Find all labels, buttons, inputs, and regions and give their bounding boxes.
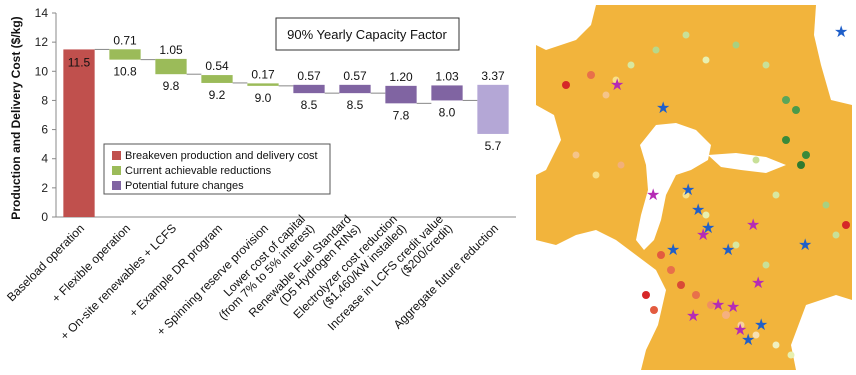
legend-label-future: Potential future changes	[125, 180, 244, 192]
chart-axes: 0 2 4 6 8 10 12 14	[35, 6, 516, 224]
svg-text:★: ★	[711, 295, 725, 314]
y-tick-label: 8	[41, 93, 48, 107]
y-tick-label: 0	[41, 210, 48, 224]
data-label-total-6: 8.5	[347, 98, 364, 112]
data-label-total-3: 9.2	[209, 88, 226, 102]
svg-text:★: ★	[751, 273, 765, 292]
data-label-change-4: 0.17	[251, 67, 275, 81]
svg-text:★: ★	[754, 315, 768, 334]
bar-7	[385, 85, 417, 104]
map-station-dots	[562, 31, 850, 359]
bar-4	[247, 83, 279, 86]
data-label-change-7: 1.20	[389, 70, 413, 84]
bar-8	[431, 85, 463, 101]
station-map: ★ ★ ★ ★ ★ ★ ★ ★ ★ ★ ★ ★ ★ ★ ★ ★ ★ ★ ★	[536, 5, 852, 370]
y-tick-label: 6	[41, 123, 48, 137]
svg-text:★: ★	[746, 215, 760, 234]
y-tick-label: 12	[35, 35, 49, 49]
svg-text:★: ★	[681, 180, 695, 199]
legend-swatch-future	[112, 181, 121, 190]
bar-0	[63, 49, 95, 217]
svg-text:★: ★	[834, 22, 848, 41]
chart-bars	[63, 48, 509, 217]
svg-text:★: ★	[656, 98, 670, 117]
data-label-total-1: 10.8	[113, 65, 137, 79]
y-tick-label: 2	[41, 181, 48, 195]
data-label-change-2: 1.05	[159, 43, 183, 57]
svg-text:★: ★	[686, 306, 700, 325]
svg-text:★: ★	[726, 297, 740, 316]
bar-6	[339, 84, 371, 94]
x-tick-label-0: Baseload operation	[4, 221, 87, 304]
bar-5	[293, 84, 325, 94]
data-label-total-4: 9.0	[255, 91, 272, 105]
bar-1	[109, 49, 141, 60]
x-tick-text: Baseload operation	[4, 221, 87, 304]
map-water	[536, 5, 852, 370]
data-label-total-9: 5.7	[485, 139, 502, 153]
svg-text:★: ★	[696, 225, 710, 244]
svg-text:★: ★	[701, 218, 715, 237]
map-highlight-stars: ★ ★ ★ ★ ★ ★ ★ ★ ★	[610, 75, 765, 339]
annotation-box: 90% Yearly Capacity Factor	[275, 17, 460, 51]
data-label-change-1: 0.71	[113, 33, 137, 47]
data-label-change-5: 0.57	[297, 69, 321, 83]
data-label-change-9: 3.37	[481, 69, 505, 83]
legend: Breakeven production and delivery cost C…	[103, 143, 331, 195]
x-tick-text: + Flexible operation	[49, 221, 133, 305]
x-tick-label-1: + Flexible operation	[49, 221, 133, 305]
data-label-change-8: 1.03	[435, 69, 459, 83]
data-label-change-6: 0.57	[343, 69, 367, 83]
svg-text:★: ★	[666, 240, 680, 259]
legend-label-current: Current achievable reductions	[125, 165, 272, 177]
svg-text:★: ★	[798, 235, 812, 254]
y-tick-label: 14	[35, 6, 49, 20]
y-tick-label: 4	[41, 152, 48, 166]
annotation-text: 90% Yearly Capacity Factor	[287, 27, 447, 42]
y-tick-label: 10	[35, 64, 49, 78]
y-axis-label: Production and Delivery Cost ($/kg)	[9, 16, 23, 219]
svg-text:★: ★	[721, 240, 735, 259]
bar-2	[155, 58, 187, 75]
chart-data-labels: 11.5 0.71 10.8 1.05 9.8 0.54 9.2 0.17 9.0 0.57 8.5…	[68, 33, 505, 153]
data-label-total-8: 8.0	[439, 105, 456, 119]
svg-text:★: ★	[646, 185, 660, 204]
data-label-change-3: 0.54	[205, 59, 229, 73]
svg-text:★: ★	[691, 200, 705, 219]
data-label-total-0: 11.5	[68, 55, 91, 69]
x-tick-text: + Example DR program	[126, 221, 225, 320]
legend-label-breakeven: Breakeven production and delivery cost	[125, 150, 318, 162]
data-label-total-5: 8.5	[301, 98, 318, 112]
legend-swatch-breakeven	[112, 151, 121, 160]
chart-x-ticks: Baseload operation+ Flexible operation+ …	[4, 212, 501, 343]
map-station-stars: ★ ★ ★ ★ ★ ★ ★ ★ ★ ★	[656, 22, 848, 349]
svg-text:★: ★	[733, 320, 747, 339]
svg-text:★: ★	[741, 330, 755, 349]
data-label-total-2: 9.8	[163, 79, 180, 93]
x-tick-label-3: + Example DR program	[126, 221, 225, 320]
bar-3	[201, 75, 233, 83]
bar-9	[477, 84, 509, 134]
svg-text:★: ★	[610, 75, 624, 94]
legend-swatch-current	[112, 166, 121, 175]
data-label-total-7: 7.8	[393, 108, 410, 122]
waterfall-chart: 0 2 4 6 8 10 12 14 11.5 0.71 10.8 1.05 9.8 0.54 9.2 0.…	[4, 6, 516, 343]
